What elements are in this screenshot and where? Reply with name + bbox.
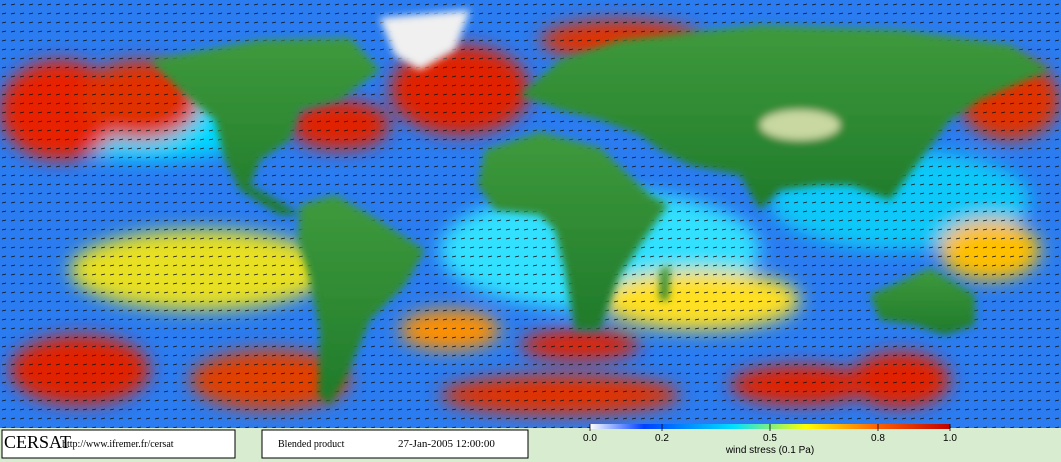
colorbar-tick-label: 0.0 — [583, 433, 597, 444]
info-box — [1, 429, 236, 459]
url: http://www.ifremer.fr/cersat — [62, 439, 174, 450]
logo: CERSAT — [4, 432, 71, 452]
colorbar-label: wind stress (0.1 Pa) — [725, 445, 814, 456]
colorbar-tick-label: 1.0 — [943, 433, 957, 444]
datetime: 27-Jan-2005 12:00:00 — [398, 438, 495, 450]
colorbar-tick-label: 0.5 — [763, 433, 777, 444]
info-box — [261, 429, 529, 459]
product: Blended product — [278, 439, 345, 450]
continents — [150, 10, 1050, 405]
colorbar: wind stress (0.1 Pa) 0.0 0.2 0.5 0.8 1.0 — [583, 424, 957, 456]
colorbar-tick-label: 0.2 — [655, 433, 669, 444]
footer: CERSAT http://www.ifremer.fr/cersat Blen… — [0, 428, 1061, 462]
colorbar-tick-label: 0.8 — [871, 433, 885, 444]
